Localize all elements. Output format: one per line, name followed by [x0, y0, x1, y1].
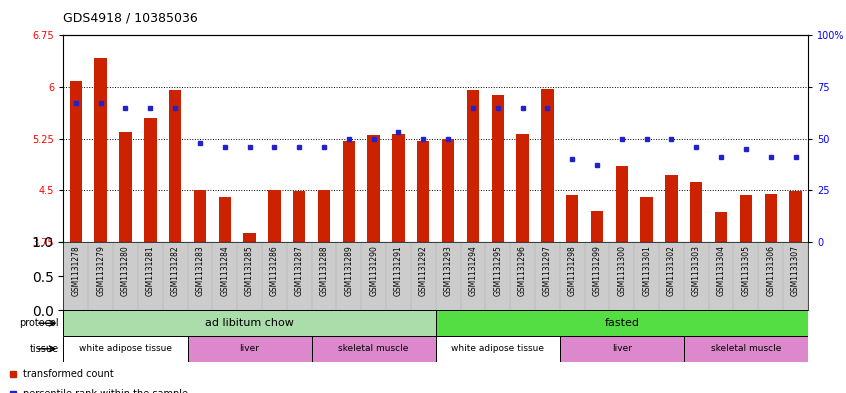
- Bar: [95, 58, 107, 242]
- Text: GSM1131294: GSM1131294: [469, 245, 477, 296]
- Bar: [244, 233, 255, 242]
- Text: GSM1131303: GSM1131303: [692, 245, 700, 296]
- Bar: [541, 89, 553, 242]
- Text: GSM1131295: GSM1131295: [493, 245, 503, 296]
- Bar: [566, 195, 579, 242]
- Bar: [715, 212, 728, 242]
- Text: GSM1131306: GSM1131306: [766, 245, 775, 296]
- Bar: [765, 193, 777, 242]
- Bar: [690, 182, 702, 242]
- Bar: [311, 336, 436, 362]
- Bar: [119, 132, 132, 242]
- Text: ad libitum chow: ad libitum chow: [205, 318, 294, 328]
- Text: protocol: protocol: [19, 318, 59, 328]
- Text: GSM1131296: GSM1131296: [518, 245, 527, 296]
- Bar: [665, 175, 678, 242]
- Bar: [194, 190, 206, 242]
- Text: GSM1131279: GSM1131279: [96, 245, 105, 296]
- Text: GSM1131305: GSM1131305: [741, 245, 750, 296]
- Bar: [318, 190, 330, 242]
- Text: GSM1131281: GSM1131281: [146, 245, 155, 296]
- Bar: [442, 138, 454, 242]
- Bar: [188, 336, 311, 362]
- Bar: [739, 195, 752, 242]
- Bar: [343, 141, 355, 242]
- Text: GSM1131278: GSM1131278: [71, 245, 80, 296]
- Text: GDS4918 / 10385036: GDS4918 / 10385036: [63, 12, 198, 25]
- Text: GSM1131301: GSM1131301: [642, 245, 651, 296]
- Text: GSM1131302: GSM1131302: [667, 245, 676, 296]
- Text: GSM1131300: GSM1131300: [618, 245, 626, 296]
- Bar: [144, 118, 157, 242]
- Bar: [640, 197, 653, 242]
- Text: liver: liver: [612, 344, 632, 353]
- Bar: [467, 90, 479, 242]
- Text: white adipose tissue: white adipose tissue: [79, 344, 172, 353]
- Text: GSM1131288: GSM1131288: [320, 245, 328, 296]
- Text: GSM1131282: GSM1131282: [171, 245, 179, 296]
- Text: GSM1131280: GSM1131280: [121, 245, 130, 296]
- Bar: [516, 134, 529, 242]
- Text: tissue: tissue: [30, 344, 59, 354]
- Text: GSM1131285: GSM1131285: [245, 245, 254, 296]
- Bar: [591, 211, 603, 242]
- Bar: [560, 336, 684, 362]
- Text: GSM1131286: GSM1131286: [270, 245, 279, 296]
- Bar: [616, 166, 628, 242]
- Bar: [436, 310, 808, 336]
- Text: GSM1131287: GSM1131287: [294, 245, 304, 296]
- Bar: [268, 190, 281, 242]
- Bar: [393, 134, 404, 242]
- Text: GSM1131304: GSM1131304: [717, 245, 726, 296]
- Text: skeletal muscle: skeletal muscle: [338, 344, 409, 353]
- Text: GSM1131293: GSM1131293: [443, 245, 453, 296]
- Bar: [492, 95, 504, 242]
- Bar: [63, 336, 188, 362]
- Text: GSM1131291: GSM1131291: [394, 245, 403, 296]
- Text: GSM1131284: GSM1131284: [220, 245, 229, 296]
- Bar: [367, 135, 380, 242]
- Text: GSM1131298: GSM1131298: [568, 245, 577, 296]
- Text: GSM1131297: GSM1131297: [543, 245, 552, 296]
- Text: GSM1131290: GSM1131290: [369, 245, 378, 296]
- Text: percentile rank within the sample: percentile rank within the sample: [24, 389, 189, 393]
- Text: GSM1131283: GSM1131283: [195, 245, 205, 296]
- Bar: [684, 336, 808, 362]
- Bar: [436, 336, 560, 362]
- Bar: [69, 81, 82, 242]
- Text: skeletal muscle: skeletal muscle: [711, 344, 781, 353]
- Text: GSM1131307: GSM1131307: [791, 245, 800, 296]
- Text: GSM1131289: GSM1131289: [344, 245, 354, 296]
- Text: GSM1131299: GSM1131299: [592, 245, 602, 296]
- Bar: [169, 90, 181, 242]
- Bar: [218, 197, 231, 242]
- Bar: [789, 191, 802, 242]
- Text: white adipose tissue: white adipose tissue: [451, 344, 544, 353]
- Bar: [293, 191, 305, 242]
- Text: fasted: fasted: [604, 318, 640, 328]
- Text: GSM1131292: GSM1131292: [419, 245, 428, 296]
- Text: transformed count: transformed count: [24, 369, 114, 379]
- Text: liver: liver: [239, 344, 260, 353]
- Bar: [63, 310, 436, 336]
- Bar: [417, 141, 430, 242]
